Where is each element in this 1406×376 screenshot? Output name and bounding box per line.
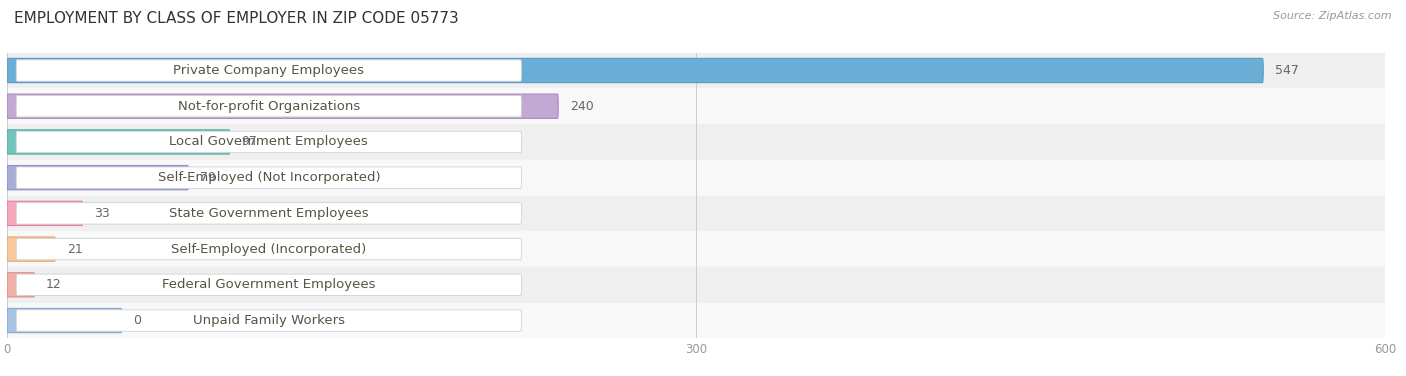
FancyBboxPatch shape bbox=[17, 203, 522, 224]
Bar bbox=[7, 303, 1385, 338]
Text: 547: 547 bbox=[1275, 64, 1299, 77]
FancyBboxPatch shape bbox=[17, 131, 522, 153]
Bar bbox=[7, 53, 1385, 88]
Bar bbox=[7, 231, 1385, 267]
Text: Source: ZipAtlas.com: Source: ZipAtlas.com bbox=[1274, 11, 1392, 21]
FancyBboxPatch shape bbox=[17, 310, 522, 331]
Text: Self-Employed (Not Incorporated): Self-Employed (Not Incorporated) bbox=[157, 171, 380, 184]
Text: 240: 240 bbox=[569, 100, 593, 113]
Text: Unpaid Family Workers: Unpaid Family Workers bbox=[193, 314, 344, 327]
Text: Not-for-profit Organizations: Not-for-profit Organizations bbox=[177, 100, 360, 113]
Text: 79: 79 bbox=[200, 171, 215, 184]
FancyBboxPatch shape bbox=[7, 201, 83, 226]
Bar bbox=[7, 196, 1385, 231]
FancyBboxPatch shape bbox=[17, 96, 522, 117]
Text: EMPLOYMENT BY CLASS OF EMPLOYER IN ZIP CODE 05773: EMPLOYMENT BY CLASS OF EMPLOYER IN ZIP C… bbox=[14, 11, 458, 26]
FancyBboxPatch shape bbox=[7, 130, 229, 154]
Text: 12: 12 bbox=[46, 278, 62, 291]
Text: 21: 21 bbox=[66, 243, 83, 256]
FancyBboxPatch shape bbox=[7, 94, 558, 118]
FancyBboxPatch shape bbox=[17, 167, 522, 188]
Bar bbox=[7, 267, 1385, 303]
FancyBboxPatch shape bbox=[17, 274, 522, 296]
FancyBboxPatch shape bbox=[7, 58, 1263, 83]
Text: Local Government Employees: Local Government Employees bbox=[170, 135, 368, 149]
Text: Self-Employed (Incorporated): Self-Employed (Incorporated) bbox=[172, 243, 367, 256]
FancyBboxPatch shape bbox=[7, 308, 122, 333]
FancyBboxPatch shape bbox=[17, 238, 522, 260]
Text: Private Company Employees: Private Company Employees bbox=[173, 64, 364, 77]
Text: 33: 33 bbox=[94, 207, 110, 220]
FancyBboxPatch shape bbox=[7, 273, 35, 297]
FancyBboxPatch shape bbox=[7, 237, 55, 261]
Bar bbox=[7, 88, 1385, 124]
Text: Federal Government Employees: Federal Government Employees bbox=[162, 278, 375, 291]
FancyBboxPatch shape bbox=[17, 60, 522, 81]
Text: State Government Employees: State Government Employees bbox=[169, 207, 368, 220]
Text: 0: 0 bbox=[134, 314, 142, 327]
Text: 97: 97 bbox=[242, 135, 257, 149]
Bar bbox=[7, 124, 1385, 160]
FancyBboxPatch shape bbox=[7, 165, 188, 190]
Bar bbox=[7, 160, 1385, 196]
